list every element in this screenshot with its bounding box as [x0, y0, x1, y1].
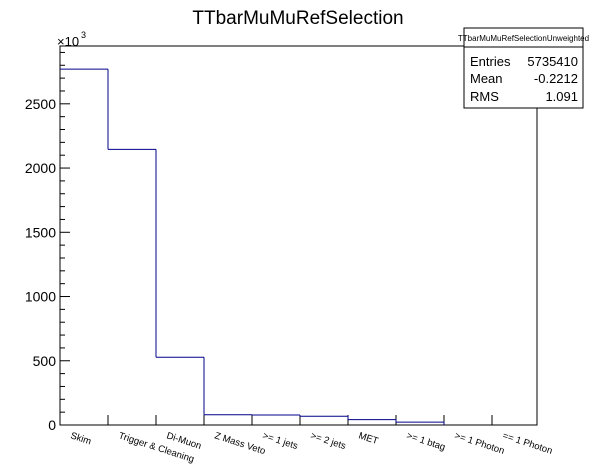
y-scale-exponent: 3 — [81, 30, 86, 40]
x-category-label: >= 2 jets — [309, 430, 347, 452]
y-axis: 0 500 1000 1500 2000 2500 — [25, 51, 70, 433]
histogram-bins — [60, 68, 445, 425]
x-category-label: >= 1 jets — [261, 430, 299, 452]
y-tick-label: 0 — [48, 417, 56, 433]
x-category-label: >= 1 Photon — [453, 430, 506, 456]
plot-frame — [59, 45, 538, 426]
x-category-label: == 1 Photon — [501, 430, 554, 456]
stats-rms-value: 1.091 — [545, 89, 578, 104]
stats-mean-label: Mean — [470, 71, 503, 86]
x-category-label: Skim — [69, 430, 93, 447]
y-tick-label: 1500 — [25, 224, 56, 240]
stats-entries-value: 5735410 — [527, 54, 578, 69]
y-tick-label: 500 — [33, 353, 57, 369]
y-scale-base: ×10 — [57, 34, 79, 49]
y-tick-label: 1000 — [25, 289, 56, 305]
stats-box-frame — [463, 27, 584, 109]
stats-box-name: TTbarMuMuRefSelectionUnweighted — [458, 34, 589, 43]
x-category-label: >= 1 btag — [405, 430, 447, 453]
stats-box: TTbarMuMuRefSelectionUnweighted Entries … — [458, 27, 589, 109]
x-category-label: MET — [357, 430, 380, 447]
stats-mean-value: -0.2212 — [534, 71, 578, 86]
stats-entries-label: Entries — [470, 54, 511, 69]
chart-title: TTbarMuMuRefSelection — [192, 8, 403, 29]
y-tick-label: 2000 — [25, 160, 56, 176]
x-category-label: Z Mass Veto — [213, 430, 267, 457]
stats-rms-label: RMS — [470, 89, 499, 104]
y-tick-label: 2500 — [25, 96, 56, 112]
y-axis-scale-factor: ×10 3 — [57, 30, 86, 49]
